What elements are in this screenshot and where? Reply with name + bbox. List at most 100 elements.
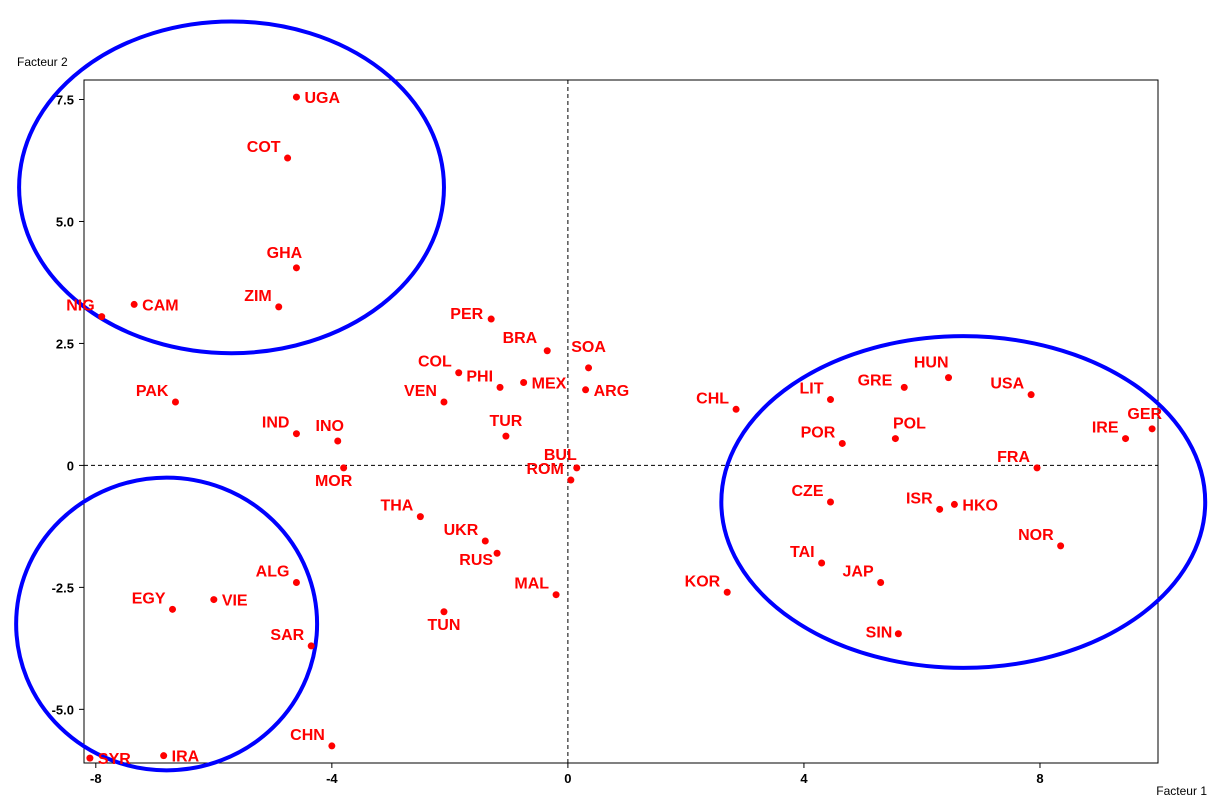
point-label-pol: POL bbox=[893, 416, 926, 433]
point-label-cam: CAM bbox=[142, 297, 178, 314]
point-label-per: PER bbox=[450, 306, 483, 323]
data-point-arg bbox=[582, 386, 590, 394]
point-label-ven: VEN bbox=[404, 383, 437, 400]
y-tick-label: 0 bbox=[67, 458, 74, 473]
point-label-kor: KOR bbox=[685, 573, 721, 590]
data-point-ino bbox=[334, 437, 342, 445]
group-circle-right bbox=[719, 334, 1208, 670]
data-point-kor bbox=[723, 588, 731, 596]
point-label-mor: MOR bbox=[315, 473, 353, 490]
point-label-sin: SIN bbox=[866, 625, 893, 642]
point-label-alg: ALG bbox=[256, 563, 290, 580]
data-point-ukr bbox=[481, 537, 489, 545]
data-point-mor bbox=[340, 464, 348, 472]
point-label-tai: TAI bbox=[790, 544, 815, 561]
data-point-hko bbox=[950, 500, 958, 508]
point-label-ire: IRE bbox=[1092, 420, 1119, 437]
x-axis-ticks: -8 -4 0 4 8 bbox=[90, 763, 1044, 786]
point-label-gre: GRE bbox=[858, 372, 893, 389]
point-label-gha: GHA bbox=[267, 245, 303, 262]
point-label-ira: IRA bbox=[172, 749, 200, 766]
data-point-soa bbox=[585, 364, 593, 372]
group-circles bbox=[14, 19, 1208, 773]
x-axis-title: Facteur 1 bbox=[1156, 784, 1207, 798]
y-tick-label: 2.5 bbox=[56, 336, 74, 351]
point-label-syr: SYR bbox=[98, 751, 131, 768]
data-point-jap bbox=[877, 578, 885, 586]
data-point-nor bbox=[1057, 542, 1065, 550]
data-point-vie bbox=[210, 596, 218, 604]
x-tick-label: -4 bbox=[326, 771, 338, 786]
y-axis-ticks: -5.0 -2.5 0 2.5 5.0 7.5 bbox=[52, 93, 84, 717]
point-label-phi: PHI bbox=[466, 368, 493, 385]
point-label-mal: MAL bbox=[514, 576, 549, 593]
point-label-por: POR bbox=[801, 424, 836, 441]
point-label-mex: MEX bbox=[532, 375, 567, 392]
point-label-nig: NIG bbox=[66, 298, 94, 315]
data-point-chl bbox=[732, 405, 740, 413]
data-point-zim bbox=[275, 303, 283, 311]
data-point-por bbox=[838, 439, 846, 447]
point-label-cot: COT bbox=[247, 139, 281, 156]
data-point-ind bbox=[292, 430, 300, 438]
x-tick-label: 8 bbox=[1036, 771, 1043, 786]
data-point-syr bbox=[86, 754, 94, 762]
data-point-rus bbox=[493, 549, 501, 557]
x-tick-label: 4 bbox=[800, 771, 808, 786]
data-point-mex bbox=[520, 378, 528, 386]
point-label-uga: UGA bbox=[304, 90, 340, 107]
group-circle-upper-left bbox=[17, 19, 446, 356]
point-label-fra: FRA bbox=[997, 449, 1030, 466]
y-tick-label: -2.5 bbox=[52, 580, 74, 595]
point-label-soa: SOA bbox=[571, 339, 606, 356]
point-label-chn: CHN bbox=[290, 727, 325, 744]
data-point-phi bbox=[496, 383, 504, 391]
point-label-egy: EGY bbox=[132, 590, 166, 607]
data-point-ira bbox=[160, 752, 168, 760]
data-point-tai bbox=[818, 559, 826, 567]
point-label-tun: TUN bbox=[428, 617, 461, 634]
data-point-per bbox=[487, 315, 495, 323]
y-axis-title: Facteur 2 bbox=[17, 55, 68, 69]
group-circle-lower-left bbox=[14, 475, 320, 773]
y-tick-label: 5.0 bbox=[56, 214, 74, 229]
plot-frame bbox=[83, 79, 1159, 764]
data-point-uga bbox=[292, 93, 300, 101]
point-label-jap: JAP bbox=[843, 563, 874, 580]
point-label-cze: CZE bbox=[791, 483, 823, 500]
point-label-nor: NOR bbox=[1018, 527, 1054, 544]
point-label-arg: ARG bbox=[594, 383, 630, 400]
point-label-usa: USA bbox=[990, 376, 1024, 393]
data-point-ven bbox=[440, 398, 448, 406]
point-label-col: COL bbox=[418, 354, 452, 371]
data-point-tun bbox=[440, 608, 448, 616]
point-label-rus: RUS bbox=[459, 552, 493, 569]
data-point-pol bbox=[891, 435, 899, 443]
data-point-ire bbox=[1122, 435, 1130, 443]
point-label-hun: HUN bbox=[914, 355, 949, 372]
data-points: UGA COT GHA ZIM CAM NIG PAK IND INO MOR PER BRA SOA C… bbox=[66, 90, 1162, 768]
data-point-cot bbox=[284, 154, 292, 162]
point-label-ger: GER bbox=[1127, 406, 1162, 423]
point-label-zim: ZIM bbox=[244, 288, 272, 305]
point-label-tha: THA bbox=[380, 498, 413, 515]
point-label-ukr: UKR bbox=[444, 522, 479, 539]
data-point-bra bbox=[543, 347, 551, 355]
data-point-fra bbox=[1033, 464, 1041, 472]
data-point-ger bbox=[1148, 425, 1156, 433]
data-point-usa bbox=[1027, 391, 1035, 399]
point-label-chl: CHL bbox=[696, 390, 729, 407]
data-point-sin bbox=[894, 630, 902, 638]
data-point-gre bbox=[900, 383, 908, 391]
point-label-isr: ISR bbox=[906, 490, 933, 507]
point-label-pak: PAK bbox=[136, 383, 169, 400]
data-point-nig bbox=[98, 313, 106, 321]
data-point-isr bbox=[936, 505, 944, 513]
data-point-hun bbox=[945, 374, 953, 382]
data-point-gha bbox=[292, 264, 300, 272]
data-point-bul bbox=[573, 464, 581, 472]
point-label-rom: ROM bbox=[527, 461, 564, 478]
point-label-bra: BRA bbox=[503, 330, 538, 347]
data-point-cam bbox=[130, 300, 138, 308]
